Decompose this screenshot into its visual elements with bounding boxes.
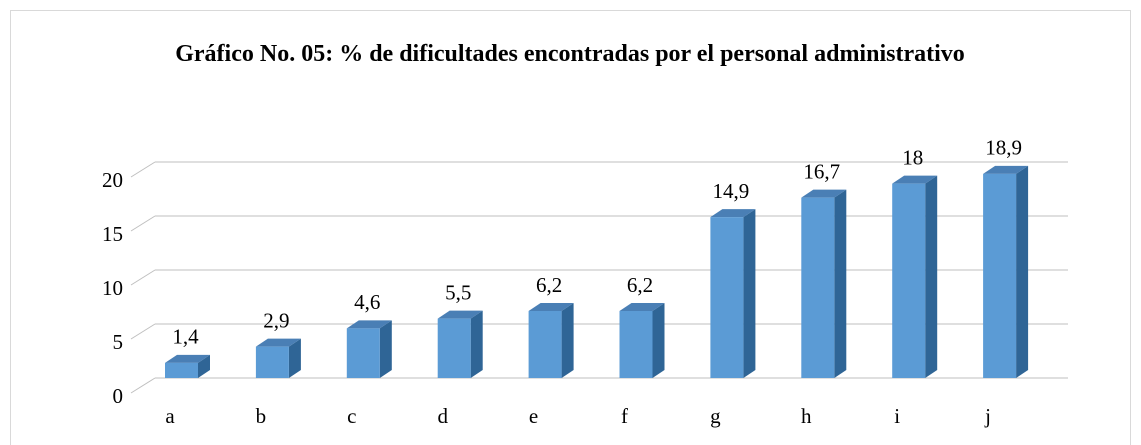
chart-title: Gráfico No. 05: % de dificultades encont… [175, 41, 965, 67]
data-label: 5,5 [445, 280, 471, 304]
bar-front [437, 318, 471, 378]
x-tick-label: a [165, 404, 175, 428]
x-tick-label: d [437, 404, 448, 428]
x-tick-label: f [621, 404, 628, 428]
bar-front [983, 173, 1017, 378]
bar-side [834, 189, 847, 378]
bar-top [255, 338, 301, 347]
bar [346, 320, 392, 378]
y-tick-label: 15 [102, 222, 123, 246]
bar [710, 209, 756, 378]
bar [165, 354, 210, 378]
y-tick-label: 10 [102, 276, 123, 300]
data-label: 6,2 [536, 273, 562, 297]
y-tick-label: 5 [113, 330, 124, 354]
bar-front [619, 311, 653, 378]
bar-front [165, 362, 198, 378]
x-tick-label: g [710, 404, 721, 428]
grid-line-depth [130, 161, 156, 178]
grid-line-depth [130, 215, 156, 232]
data-label: 18 [902, 145, 923, 169]
bar-side [1016, 165, 1029, 378]
chart-border [10, 10, 1131, 445]
bar-side [925, 175, 938, 378]
bar-top [710, 209, 756, 218]
bar [892, 175, 938, 378]
bar [983, 165, 1029, 378]
bar-top [619, 303, 665, 312]
bar-side [379, 320, 392, 378]
bar-side [743, 209, 756, 378]
bar-top [892, 175, 938, 184]
data-label: 18,9 [985, 136, 1022, 160]
bar-side [470, 310, 483, 378]
bar-top [528, 303, 574, 312]
x-tick-label: c [347, 404, 356, 428]
bar-side [561, 303, 574, 378]
bar-front [346, 328, 380, 378]
bar [528, 303, 574, 378]
y-tick-label: 0 [113, 384, 124, 408]
bar [255, 338, 301, 378]
bar [801, 189, 847, 378]
data-label: 6,2 [627, 273, 653, 297]
bar [619, 303, 665, 378]
bar-front [892, 183, 926, 378]
bar-side [652, 303, 665, 378]
x-tick-label: h [801, 404, 812, 428]
bar-top [346, 320, 392, 329]
data-label: 4,6 [354, 290, 380, 314]
bar-top [437, 310, 483, 319]
bar-front [528, 311, 562, 378]
x-tick-label: i [894, 404, 900, 428]
bar-side [288, 338, 301, 378]
data-label: 2,9 [263, 308, 289, 332]
grid-line-depth [130, 323, 156, 340]
bar-front [255, 346, 289, 378]
bar [437, 310, 483, 378]
x-tick-label: b [256, 404, 267, 428]
bar-side [198, 354, 210, 378]
data-label: 16,7 [803, 159, 840, 183]
x-tick-label: j [984, 404, 991, 428]
bar-front [801, 197, 835, 378]
bar-top [165, 354, 210, 363]
y-tick-label: 20 [102, 168, 123, 192]
bar-front [710, 217, 744, 378]
data-label: 1,4 [172, 325, 199, 349]
grid-line-depth [130, 377, 156, 394]
bar-top [801, 189, 847, 198]
bar-top [983, 165, 1029, 174]
grid-line-depth [130, 269, 156, 286]
x-tick-label: e [529, 404, 538, 428]
data-label: 14,9 [713, 179, 750, 203]
